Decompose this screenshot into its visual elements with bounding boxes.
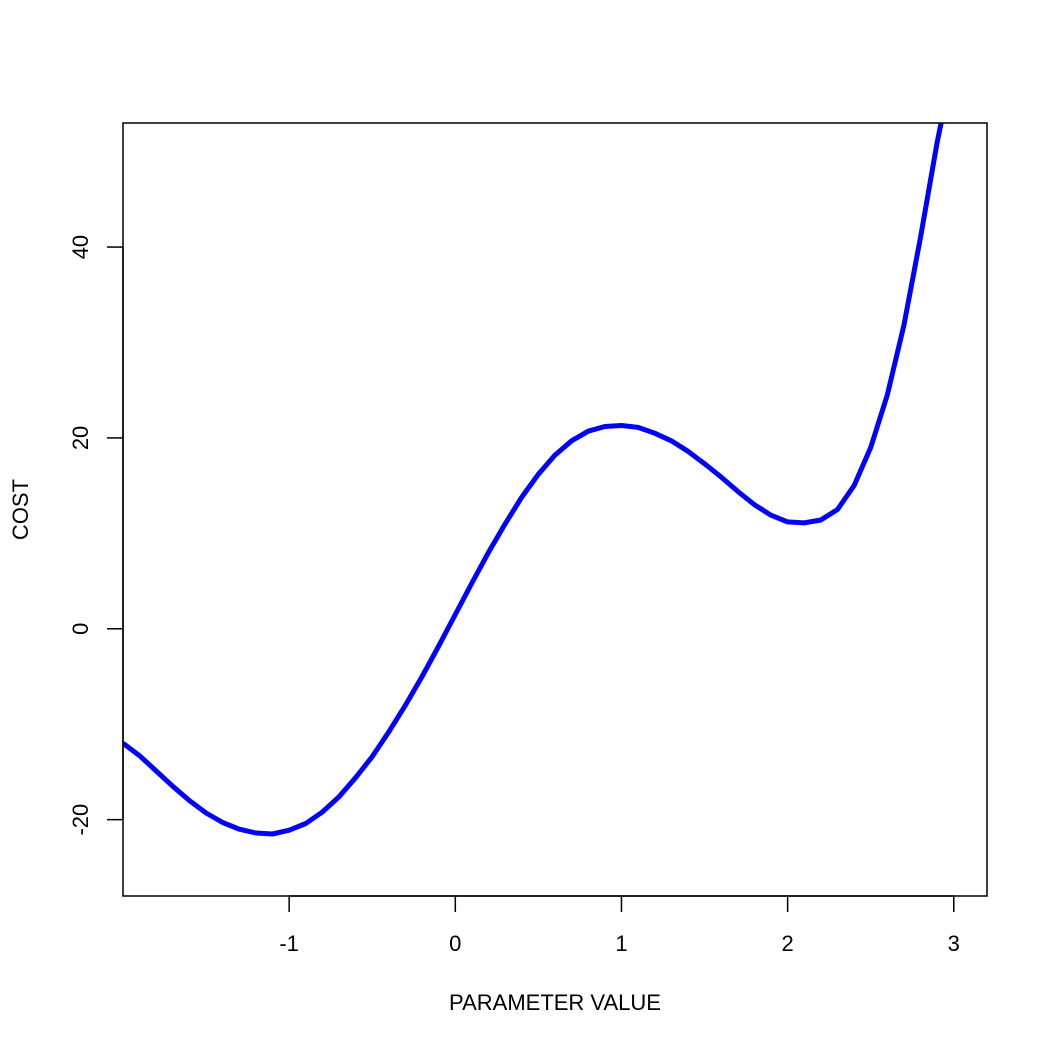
x-tick-label: 2: [781, 931, 793, 956]
y-axis-title: COST: [8, 479, 33, 540]
series-line-0: [123, 123, 944, 837]
series-layer: [123, 123, 944, 837]
x-axis: -1 0 1 2 3: [279, 895, 960, 956]
y-tick-label: 0: [68, 623, 93, 635]
y-tick-label: 20: [68, 426, 93, 450]
x-axis-title: PARAMETER VALUE: [449, 990, 661, 1015]
x-tick-label: 1: [615, 931, 627, 956]
x-tick-label: 0: [449, 931, 461, 956]
plot-frame: [122, 122, 988, 897]
y-tick-label: 40: [68, 235, 93, 259]
x-tick-label: 3: [948, 931, 960, 956]
y-axis: -20 0 20 40: [68, 235, 124, 836]
y-tick-label: -20: [68, 804, 93, 836]
x-tick-label: -1: [279, 931, 299, 956]
